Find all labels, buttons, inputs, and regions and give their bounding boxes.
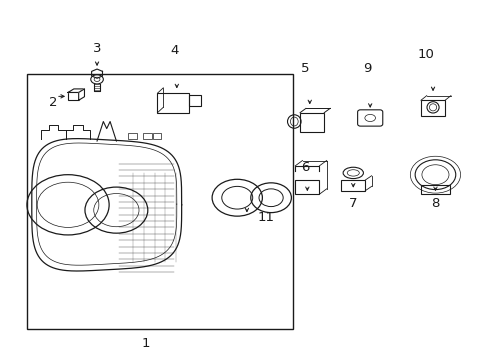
Bar bbox=[27, 74, 292, 329]
Bar bbox=[300, 113, 324, 132]
Text: 4: 4 bbox=[170, 44, 178, 57]
Text: 2: 2 bbox=[49, 95, 58, 108]
Text: 10: 10 bbox=[416, 48, 433, 61]
Text: 8: 8 bbox=[430, 197, 439, 210]
Text: 7: 7 bbox=[348, 197, 357, 210]
Bar bbox=[142, 133, 151, 139]
Bar bbox=[295, 180, 319, 194]
Text: 5: 5 bbox=[300, 62, 308, 75]
Bar bbox=[188, 95, 201, 105]
Bar bbox=[128, 133, 137, 139]
Bar bbox=[157, 93, 188, 113]
Polygon shape bbox=[68, 89, 84, 93]
Bar bbox=[420, 185, 449, 194]
Text: 1: 1 bbox=[141, 337, 149, 350]
Text: 6: 6 bbox=[300, 161, 308, 174]
Text: 9: 9 bbox=[363, 62, 371, 75]
Bar bbox=[341, 180, 365, 191]
Bar bbox=[420, 100, 444, 116]
Text: 3: 3 bbox=[93, 42, 101, 55]
Text: 11: 11 bbox=[257, 211, 274, 224]
Bar bbox=[68, 93, 79, 100]
Bar bbox=[152, 133, 161, 139]
Polygon shape bbox=[79, 89, 84, 100]
